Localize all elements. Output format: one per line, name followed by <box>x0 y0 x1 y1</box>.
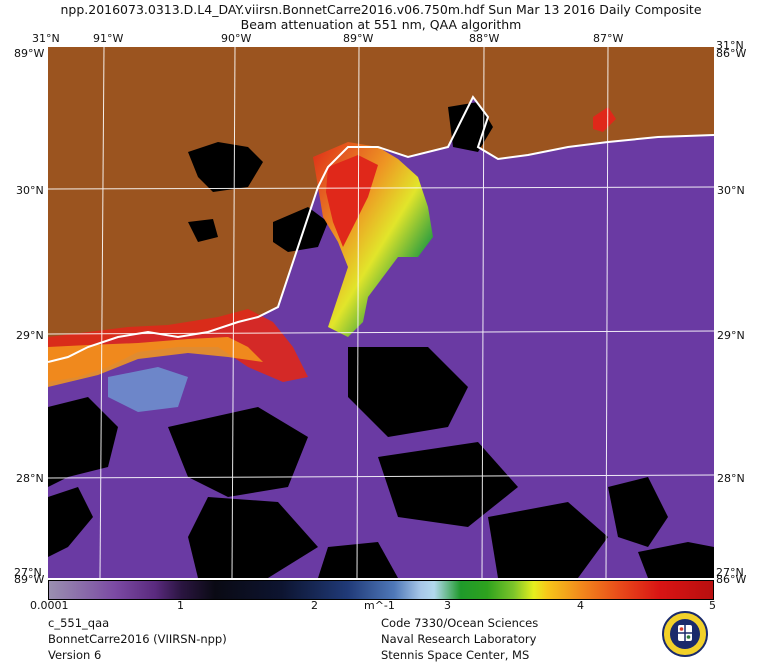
map-title: npp.2016073.0313.D.L4_DAY.viirsn.BonnetC… <box>60 2 702 17</box>
map-subtitle: Beam attenuation at 551 nm, QAA algorith… <box>240 17 522 32</box>
no-data-patches <box>48 347 714 578</box>
corner-label-bottom-left-lat: 27°N <box>14 566 42 579</box>
corner-label-bottom-right-lat: 27°N <box>716 566 744 579</box>
footer-org-name: Naval Research Laboratory <box>381 632 537 646</box>
corner-label-top-right-lon: 86°W <box>716 47 747 60</box>
colorbar-tick-1: 1 <box>177 599 184 612</box>
footer-version: Version 6 <box>48 648 102 662</box>
land-area <box>48 47 714 362</box>
corner-label-top-left-lon: 89°W <box>14 47 45 60</box>
corner-label-bottom-left-lon: 89°W <box>14 573 45 586</box>
naval-research-laboratory-seal-icon <box>662 611 708 657</box>
lon-label-89w: 89°W <box>343 32 374 45</box>
colorbar-tick-5: 5 <box>709 599 716 612</box>
lat-label-30n-right: 30°N <box>717 184 745 197</box>
mobile-bay-plume <box>593 107 616 132</box>
lat-label-29n-right: 29°N <box>717 329 745 342</box>
footer-product-name: c_551_qaa <box>48 616 110 630</box>
lon-label-90w: 90°W <box>221 32 252 45</box>
inland-water <box>188 102 493 252</box>
coastal-band-low <box>108 367 188 412</box>
lat-label-30n-left: 30°N <box>16 184 44 197</box>
corner-label-top-right-lat: 31°N <box>716 39 744 52</box>
footer-dataset: BonnetCarre2016 (VIIRSN-npp) <box>48 632 227 646</box>
lat-label-29n-left: 29°N <box>16 329 44 342</box>
colorbar-tick-3: 3 <box>444 599 451 612</box>
coastline <box>48 95 714 363</box>
corner-label-bottom-right-lon: 86°W <box>716 573 747 586</box>
lon-label-87w: 87°W <box>593 32 624 45</box>
colorbar-tick-2: 2 <box>311 599 318 612</box>
lon-label-91w: 91°W <box>93 32 124 45</box>
colorbar-units: m^-1 <box>364 599 395 612</box>
lat-label-28n-left: 28°N <box>16 472 44 485</box>
footer-org-code: Code 7330/Ocean Sciences <box>381 616 539 630</box>
graticule <box>48 47 714 578</box>
footer-org-location: Stennis Space Center, MS <box>381 648 530 662</box>
lat-label-28n-right: 28°N <box>717 472 745 485</box>
colorbar <box>48 580 714 600</box>
lon-label-88w: 88°W <box>469 32 500 45</box>
colorbar-min-label: 0.0001 <box>30 599 69 612</box>
satellite-map <box>48 47 714 578</box>
mississippi-plume-core <box>326 155 378 247</box>
colorbar-tick-4: 4 <box>577 599 584 612</box>
corner-label-top-left-lat: 31°N <box>32 32 60 45</box>
